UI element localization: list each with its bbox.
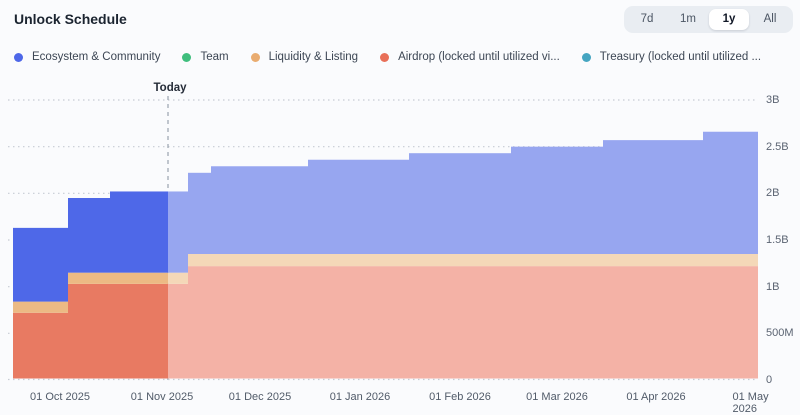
legend-label: Treasury (locked until utilized ...: [599, 51, 762, 63]
x-tick-label: 01 Mar 2026: [526, 391, 588, 403]
chart-area-segment-ecosystem[interactable]: [308, 159, 409, 254]
chart-area-segment-ecosystem[interactable]: [511, 146, 603, 254]
chart-area-segment-liquidity[interactable]: [308, 254, 409, 267]
legend-item-liquidity[interactable]: Liquidity & Listing: [250, 51, 359, 63]
legend-label: Ecosystem & Community: [32, 51, 161, 63]
chart-area-segment-airdrop[interactable]: [211, 266, 308, 379]
y-tick-label: 1B: [766, 280, 780, 293]
y-tick-label: 3B: [766, 94, 780, 106]
chart-area-segment-liquidity[interactable]: [13, 301, 68, 313]
chart-area-segment-ecosystem[interactable]: [68, 198, 110, 273]
chart-area-segment-ecosystem[interactable]: [603, 140, 703, 254]
x-tick-label: 01 Oct 2025: [30, 391, 90, 403]
treasury-dot-icon: [581, 52, 591, 62]
legend-label: Airdrop (locked until utilized vi...: [398, 51, 560, 63]
team-dot-icon: [182, 52, 192, 62]
y-tick-label: 500M: [766, 327, 794, 340]
chart-area-segment-ecosystem[interactable]: [168, 191, 188, 273]
x-tick-label: 01 Jan 2026: [329, 391, 391, 403]
chart-area-segment-ecosystem[interactable]: [110, 191, 168, 273]
y-tick-label: 0: [766, 374, 773, 386]
time-range-selector: 7d 1m 1y All: [624, 6, 793, 33]
airdrop-dot-icon: [380, 52, 390, 62]
today-label: Today: [153, 82, 187, 94]
legend-item-treasury[interactable]: Treasury (locked until utilized ...: [581, 51, 762, 63]
chart-area-segment-liquidity[interactable]: [110, 272, 168, 284]
chart-area-segment-liquidity[interactable]: [211, 254, 308, 267]
legend-label: Liquidity & Listing: [268, 51, 359, 63]
x-tick-label: 01 Nov 2025: [130, 391, 194, 403]
chart-area-segment-ecosystem[interactable]: [409, 153, 511, 254]
x-tick-label: 01 Apr 2026: [626, 391, 686, 403]
x-tick-label: 01 May 2026: [732, 391, 769, 415]
chart-area-segment-liquidity[interactable]: [409, 254, 511, 267]
y-tick-label: 2B: [766, 187, 780, 200]
legend-item-team[interactable]: Team: [182, 51, 229, 63]
chart-area-segment-ecosystem[interactable]: [703, 131, 758, 254]
y-tick-label: 2.5B: [766, 140, 789, 153]
ecosystem-dot-icon: [14, 52, 23, 62]
chart-area-segment-airdrop[interactable]: [603, 266, 703, 379]
chart-area-segment-liquidity[interactable]: [168, 272, 188, 284]
chart-area-segment-liquidity[interactable]: [188, 254, 211, 267]
chart-area-segment-airdrop[interactable]: [188, 266, 211, 379]
range-button-1y[interactable]: 1y: [709, 9, 749, 30]
chart-area-segment-airdrop[interactable]: [703, 266, 758, 379]
range-button-1m[interactable]: 1m: [668, 9, 708, 30]
chart-area-segment-airdrop[interactable]: [110, 283, 168, 379]
range-button-7d[interactable]: 7d: [627, 9, 667, 30]
legend-item-airdrop[interactable]: Airdrop (locked until utilized vi...: [380, 51, 560, 63]
chart-area-segment-airdrop[interactable]: [511, 266, 603, 379]
chart-area-segment-liquidity[interactable]: [603, 254, 703, 267]
chart-area-segment-airdrop[interactable]: [68, 283, 110, 379]
chart-legend: Ecosystem & Community Team Liquidity & L…: [14, 51, 792, 63]
liquidity-dot-icon: [250, 52, 260, 62]
chart-area-segment-ecosystem[interactable]: [188, 172, 211, 254]
chart-area-segment-airdrop[interactable]: [13, 312, 68, 379]
chart-area-segment-ecosystem[interactable]: [13, 227, 68, 302]
chart-area-segment-liquidity[interactable]: [68, 272, 110, 284]
chart-area-segment-liquidity[interactable]: [511, 254, 603, 267]
page-title: Unlock Schedule: [14, 11, 127, 27]
x-tick-label: 01 Dec 2025: [228, 391, 292, 403]
legend-item-ecosystem[interactable]: Ecosystem & Community: [14, 51, 160, 63]
chart-area-segment-airdrop[interactable]: [409, 266, 511, 379]
range-button-all[interactable]: All: [750, 9, 790, 30]
x-tick-label: 01 Feb 2026: [429, 391, 491, 403]
chart-area-segment-airdrop[interactable]: [168, 283, 188, 379]
legend-label: Team: [200, 51, 229, 63]
chart-area-segment-ecosystem[interactable]: [211, 166, 308, 254]
chart-area-segment-airdrop[interactable]: [308, 266, 409, 379]
y-tick-label: 1.5B: [766, 234, 789, 246]
chart-area-segment-liquidity[interactable]: [703, 254, 758, 267]
